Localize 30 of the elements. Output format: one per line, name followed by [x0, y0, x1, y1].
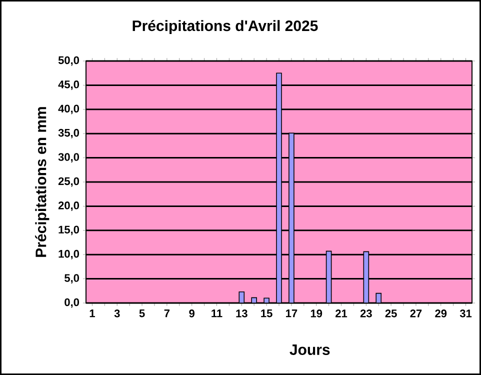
y-tick-label: 50,0 [58, 56, 80, 66]
x-tick-label: 31 [460, 310, 472, 318]
x-tick-label: 29 [435, 310, 447, 318]
x-tick-label: 17 [286, 310, 298, 318]
x-tick-label: 11 [212, 310, 222, 318]
chart-title: Précipitations d'Avril 2025 [132, 20, 318, 34]
x-tick-label: 23 [360, 310, 372, 318]
y-tick-label: 10,0 [58, 250, 80, 260]
y-tick-label: 20,0 [58, 202, 80, 211]
y-tick-label: 15,0 [58, 226, 80, 236]
x-tick-label: 21 [336, 310, 348, 318]
y-tick-label: 35,0 [58, 128, 80, 138]
y-tick-label: 0,0 [64, 298, 80, 308]
y-tick-label: 5,0 [64, 274, 80, 284]
x-tick-label: 9 [189, 310, 194, 318]
x-tick-label: 25 [385, 310, 397, 318]
y-tick-label: 40,0 [58, 104, 80, 114]
y-tick-label: 30,0 [58, 153, 80, 162]
x-tick-label: 3 [114, 310, 120, 318]
x-tick-label: 15 [261, 310, 272, 318]
x-axis-title: Jours [290, 344, 330, 355]
x-tick-label: 7 [164, 310, 170, 318]
x-tick-label: 5 [139, 310, 145, 318]
x-tick-label: 27 [410, 310, 422, 318]
x-tick-label: 13 [236, 310, 248, 318]
x-tick-label: 1 [90, 310, 95, 318]
y-tick-label: 45,0 [58, 80, 80, 90]
y-tick-label: 25,0 [58, 177, 80, 187]
x-tick-label: 19 [310, 310, 322, 318]
y-axis-title: Précipitations en mm [35, 107, 50, 257]
